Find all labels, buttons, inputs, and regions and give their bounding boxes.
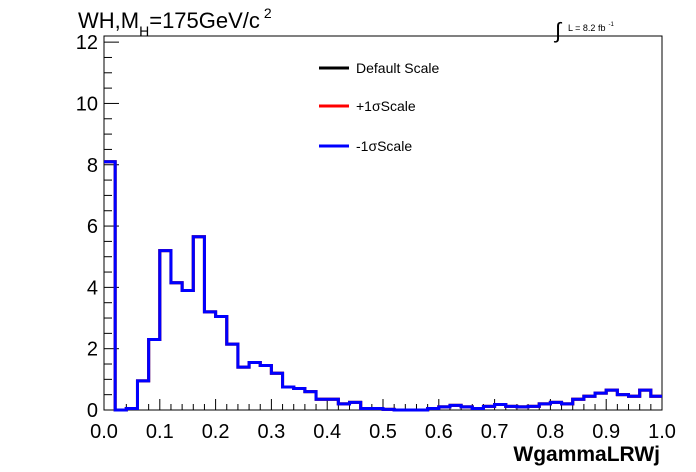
y-tick-label: 4: [87, 277, 98, 299]
x-tick-labels: 0.0 0.1 0.2 0.3 0.4 0.5 0.6 0.7 0.8 0.9 1.0: [90, 421, 676, 443]
x-tick-label: 0.6: [425, 421, 453, 443]
series-plus1sigma-scale: [104, 160, 662, 412]
y-tick-label: 6: [87, 216, 98, 238]
legend: Default Scale +1σScale -1σScale: [319, 60, 439, 154]
lumi-label: L = 8.2 fb -1: [568, 22, 614, 33]
plot-frame: [103, 35, 663, 411]
x-tick-label: 0.1: [146, 421, 174, 443]
y-tick-labels: 0 2 4 6 8 10 12: [76, 32, 98, 422]
series-minus1sigma-scale: [104, 160, 662, 412]
y-tick-label: 10: [76, 93, 98, 115]
x-tick-label: 0.5: [369, 421, 397, 443]
y-tick-label: 8: [87, 155, 98, 177]
legend-label-minus: -1σScale: [356, 138, 412, 154]
legend-label-default: Default Scale: [356, 60, 439, 76]
y-tick-label: 2: [87, 339, 98, 361]
x-tick-label: 0.2: [202, 421, 230, 443]
chart-title: WH,MH=175GeV/c 2: [78, 5, 272, 39]
y-tick-label: 0: [87, 400, 98, 422]
x-tick-label: 0.9: [592, 421, 620, 443]
x-tick-label: 0.3: [257, 421, 285, 443]
x-tick-label: 0.7: [481, 421, 509, 443]
legend-label-plus: +1σScale: [356, 98, 416, 114]
x-tick-label: 0.4: [313, 421, 341, 443]
series-layer: [104, 160, 662, 412]
x-tick-label: 1.0: [648, 421, 676, 443]
x-tick-label: 0.0: [90, 421, 118, 443]
y-tick-label: 12: [76, 32, 98, 54]
integral-sign: ∫: [553, 18, 563, 43]
series-default-scale: [104, 160, 662, 412]
x-axis-label: WgammaLRWj: [513, 443, 660, 466]
x-tick-label: 0.8: [536, 421, 564, 443]
